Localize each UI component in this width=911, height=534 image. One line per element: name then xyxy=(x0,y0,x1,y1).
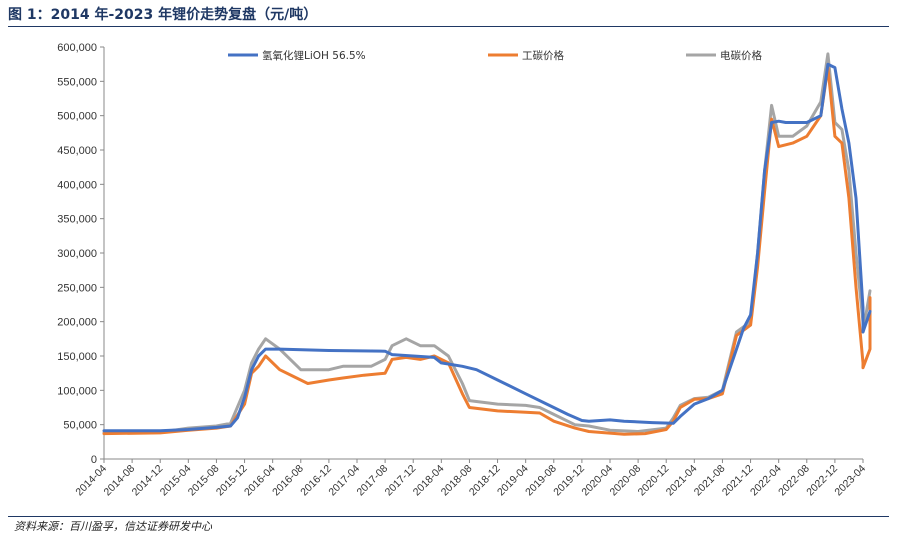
legend-label-0: 氢氧化锂LiOH 56.5% xyxy=(262,49,366,62)
title-rule xyxy=(8,26,889,27)
y-tick-label: 600,000 xyxy=(57,42,97,54)
y-tick-label: 250,000 xyxy=(57,282,97,294)
y-tick-label: 300,000 xyxy=(57,248,97,260)
y-tick-label: 450,000 xyxy=(57,145,97,157)
legend-label-2: 电碳价格 xyxy=(720,49,762,62)
y-tick-label: 200,000 xyxy=(57,317,97,329)
y-tick-label: 0 xyxy=(91,454,97,466)
y-tick-label: 500,000 xyxy=(57,111,97,123)
source-note: 资料来源：百川盈孚，信达证券研发中心 xyxy=(14,520,212,533)
y-axis: 0 50,000 100,000 150,000 200,000 250,000 300,0… xyxy=(57,42,105,466)
x-tick-label: 2023-04 xyxy=(832,463,868,499)
y-tick-label: 100,000 xyxy=(57,385,97,397)
y-tick-label: 50,000 xyxy=(63,420,97,432)
series-line-0 xyxy=(102,62,872,433)
series-line-2 xyxy=(102,52,872,435)
y-tick-label: 150,000 xyxy=(57,351,97,363)
legend-label-1: 工碳价格 xyxy=(522,49,564,62)
series-line-1 xyxy=(102,66,872,436)
x-axis: 2014-042014-082014-122015-042015-082015-… xyxy=(73,458,868,499)
figure-title: 图 1：2014 年-2023 年锂价走势复盘（元/吨） xyxy=(8,7,318,23)
series-layer xyxy=(102,52,872,436)
legend: 氢氧化锂LiOH 56.5% 工碳价格 电碳价格 xyxy=(228,49,762,62)
y-tick-label: 350,000 xyxy=(57,214,97,226)
source-rule xyxy=(8,516,889,517)
y-tick-label: 550,000 xyxy=(57,76,97,88)
y-tick-label: 400,000 xyxy=(57,179,97,191)
